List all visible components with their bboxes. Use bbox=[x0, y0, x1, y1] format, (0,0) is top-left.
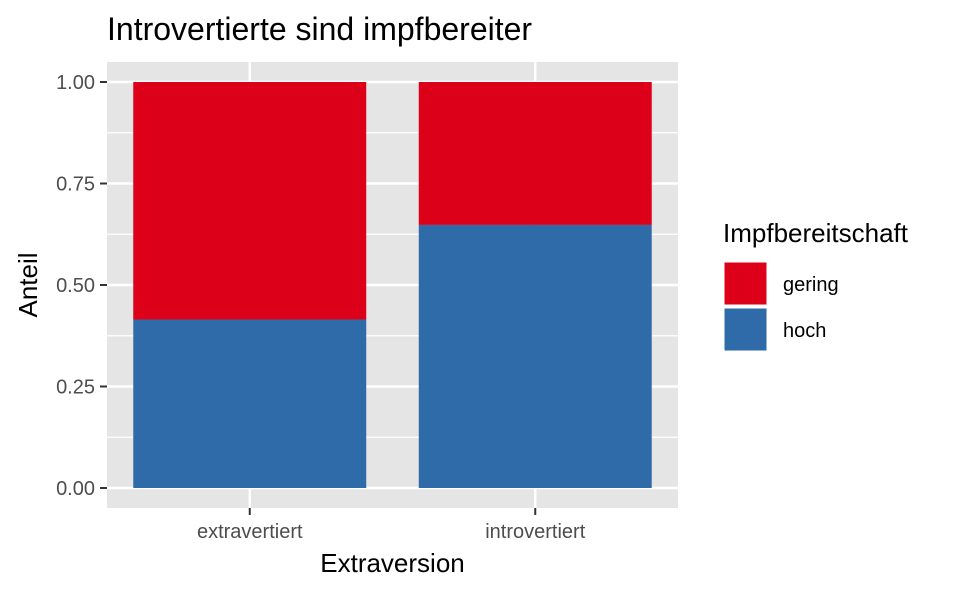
x-tick-label: introvertiert bbox=[485, 521, 585, 543]
legend: Impfbereitschaft gering hoch bbox=[723, 218, 909, 352]
y-axis-title: Anteil bbox=[13, 252, 43, 317]
y-tick-label: 0.00 bbox=[56, 478, 95, 500]
y-axis: 0.00 0.25 0.50 0.75 1.00 bbox=[56, 72, 107, 500]
legend-key-gering bbox=[723, 261, 768, 306]
x-axis: extravertiert introvertiert bbox=[197, 508, 586, 543]
y-tick-label: 1.00 bbox=[56, 72, 95, 94]
bars bbox=[133, 82, 652, 489]
bar-hoch-extravertiert bbox=[133, 319, 367, 488]
y-tick-label: 0.75 bbox=[56, 174, 95, 196]
y-tick-label: 0.25 bbox=[56, 377, 95, 399]
legend-title: Impfbereitschaft bbox=[723, 218, 909, 248]
legend-label-gering: gering bbox=[783, 274, 839, 296]
y-tick-label: 0.50 bbox=[56, 275, 95, 297]
bar-gering-extravertiert bbox=[133, 82, 367, 320]
chart-title: Introvertierte sind impfbereiter bbox=[107, 11, 532, 47]
bar-hoch-introvertiert bbox=[418, 224, 652, 489]
bar-gering-introvertiert bbox=[418, 82, 652, 225]
x-axis-title: Extraversion bbox=[320, 548, 465, 578]
legend-label-hoch: hoch bbox=[783, 320, 826, 342]
x-tick-label: extravertiert bbox=[197, 521, 303, 543]
legend-key-hoch bbox=[723, 307, 768, 352]
